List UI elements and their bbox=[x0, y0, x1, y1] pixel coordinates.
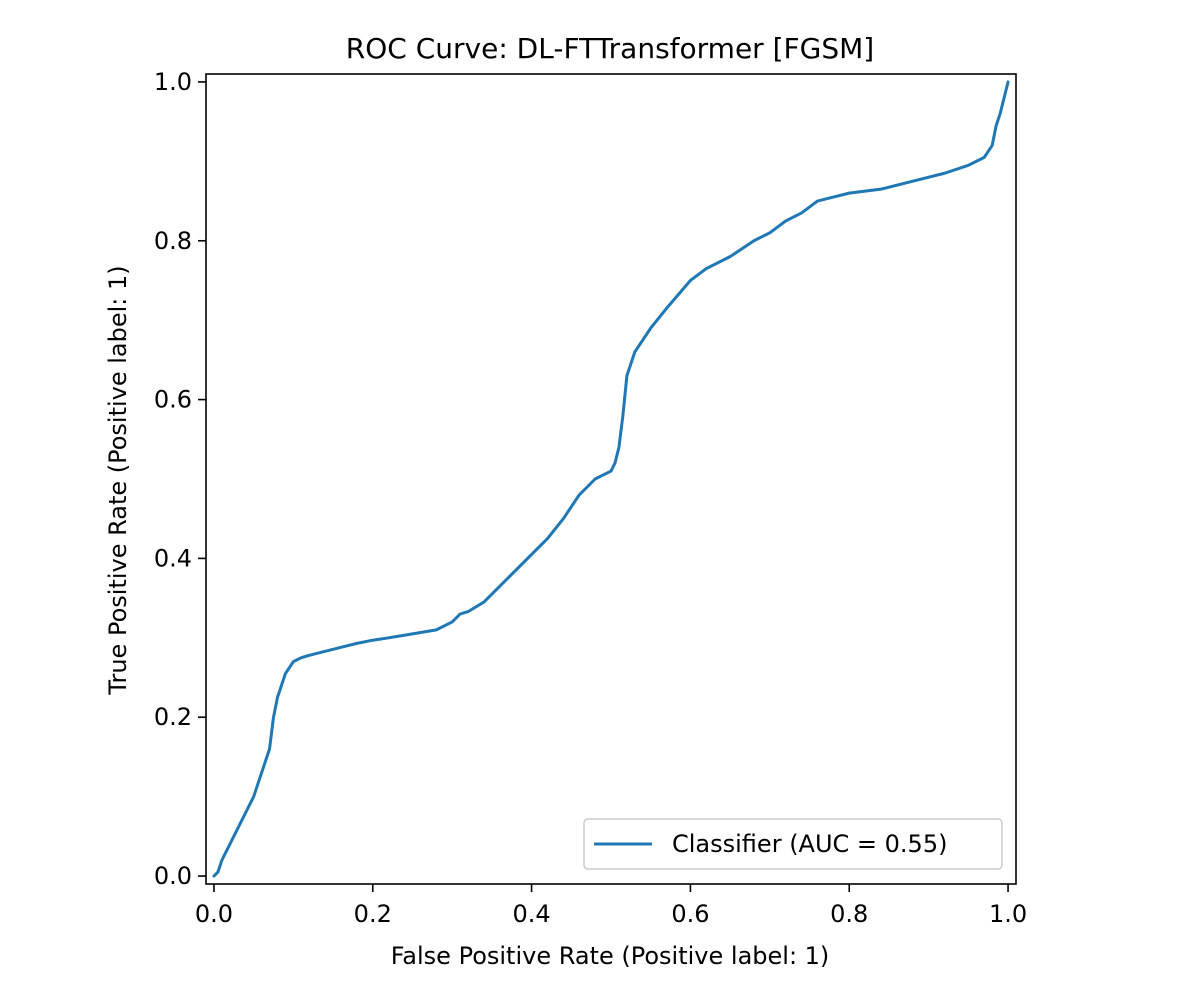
y-tick-label: 1.0 bbox=[154, 68, 192, 96]
x-tick-label: 0.0 bbox=[195, 900, 233, 928]
x-tick-label: 1.0 bbox=[989, 900, 1027, 928]
roc-curve-line bbox=[212, 80, 1010, 878]
y-axis-label: True Positive Rate (Positive label: 1) bbox=[104, 265, 132, 695]
y-tick-label: 0.6 bbox=[154, 386, 192, 414]
x-tick-label: 0.4 bbox=[513, 900, 551, 928]
plot-area: 0.0 0.2 0.4 0.6 0.8 1.0 0.0 0.2 0.4 0.6 0.8 1.0 bbox=[154, 68, 1027, 928]
y-tick-label: 0.2 bbox=[154, 703, 192, 731]
legend-label-classifier: Classifier (AUC = 0.55) bbox=[672, 830, 947, 858]
legend: Classifier (AUC = 0.55) bbox=[583, 818, 1003, 870]
legend-frame bbox=[583, 818, 1003, 870]
y-tick-label: 0.0 bbox=[154, 862, 192, 890]
y-tick-label: 0.8 bbox=[154, 227, 192, 255]
x-tick-label: 0.8 bbox=[830, 900, 868, 928]
chart-title: ROC Curve: DL-FTTransformer [FGSM] bbox=[346, 32, 874, 65]
y-tick-label: 0.4 bbox=[154, 544, 192, 572]
axes-frame bbox=[205, 73, 1017, 885]
x-axis-label: False Positive Rate (Positive label: 1) bbox=[391, 942, 830, 970]
x-tick-label: 0.6 bbox=[671, 900, 709, 928]
x-tick-label: 0.2 bbox=[354, 900, 392, 928]
